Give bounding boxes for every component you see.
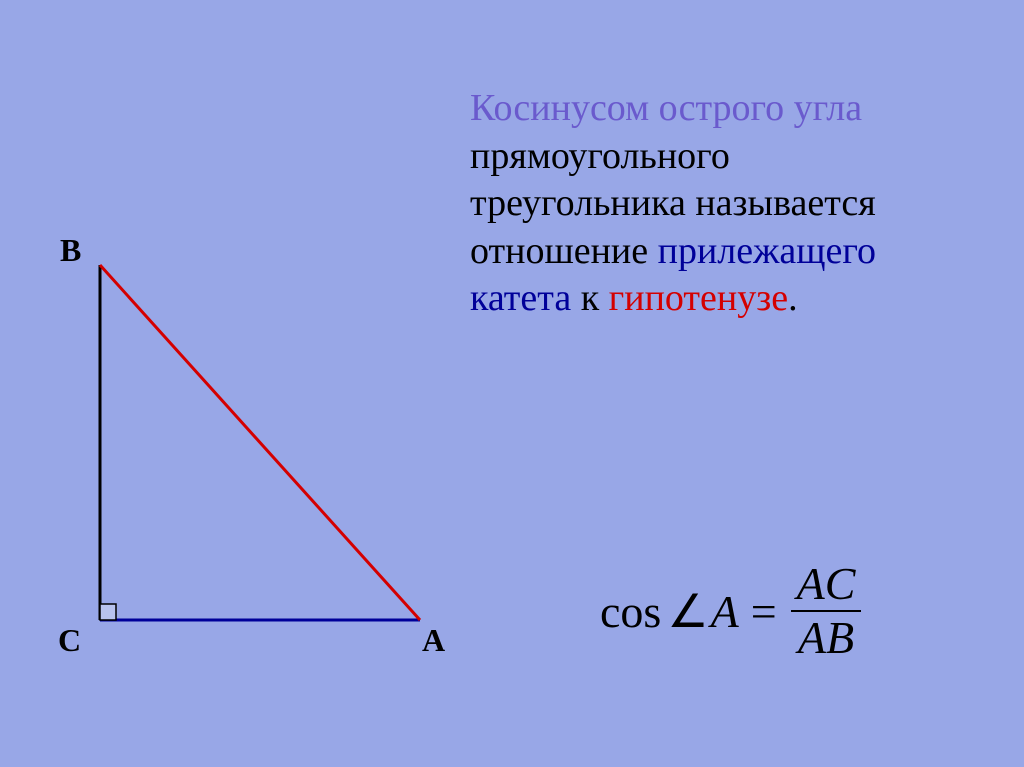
vertex-label-c: C xyxy=(58,622,81,659)
formula-function: cos xyxy=(600,585,661,638)
vertex-label-a: A xyxy=(422,622,445,659)
fraction: AC AB xyxy=(791,560,862,663)
numerator: AC xyxy=(791,560,862,608)
vertex-label-b: B xyxy=(60,232,81,269)
cosine-formula: cos ∠ A = AC AB xyxy=(600,560,861,663)
slide-canvas: B C A Косинусом острого угла прямоугольн… xyxy=(0,0,1024,767)
equals-sign: = xyxy=(751,585,777,638)
definition-text: Косинусом острого угла прямоугольного тр… xyxy=(470,85,915,323)
denominator: AB xyxy=(792,614,860,662)
right-angle-marker xyxy=(100,604,116,620)
angle-symbol: ∠ xyxy=(667,584,708,638)
angle-vertex: A xyxy=(711,585,739,638)
